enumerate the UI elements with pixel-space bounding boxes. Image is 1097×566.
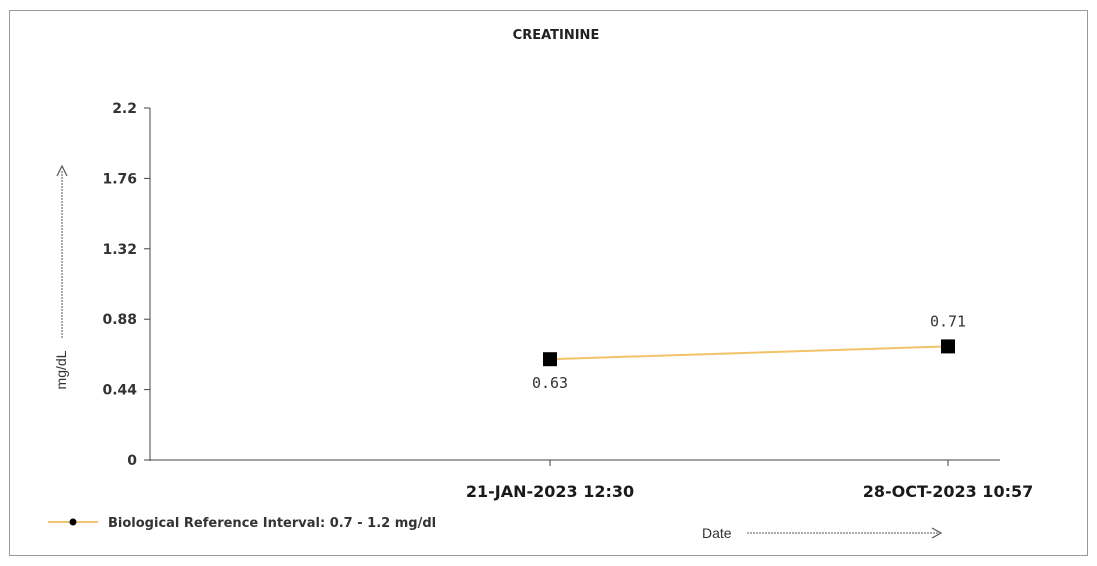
legend: Biological Reference Interval: 0.7 - 1.2… [48, 516, 436, 531]
y-axis-caption: mg/dL [53, 166, 69, 389]
data-label: 0.71 [930, 312, 966, 330]
y-tick-label: 1.32 [102, 242, 137, 258]
y-axis-label: mg/dL [53, 350, 69, 389]
axes [150, 108, 1000, 461]
x-ticks: 21-JAN-2023 12:30 28-OCT-2023 10:57 [466, 460, 1033, 501]
x-axis-label: Date [702, 525, 732, 541]
data-label: 0.63 [532, 374, 568, 392]
y-tick-label: 0.88 [102, 312, 137, 328]
x-axis-caption: Date [702, 525, 941, 541]
x-tick-label: 28-OCT-2023 10:57 [863, 482, 1033, 501]
series-group: 0.63 0.71 [532, 312, 966, 392]
chart-title: CREATININE [513, 28, 600, 43]
y-tick-label: 0.44 [102, 383, 137, 399]
data-point-marker [941, 339, 955, 353]
y-tick-label: 1.76 [102, 171, 137, 187]
y-ticks: 0 0.44 0.88 1.32 1.76 2.2 [102, 101, 150, 469]
y-tick-label: 0 [127, 453, 137, 469]
y-tick-label: 2.2 [112, 101, 137, 117]
x-tick-label: 21-JAN-2023 12:30 [466, 482, 634, 501]
series-line [550, 346, 948, 359]
legend-marker [70, 519, 77, 526]
data-point-marker [543, 352, 557, 366]
legend-label: Biological Reference Interval: 0.7 - 1.2… [108, 516, 436, 531]
